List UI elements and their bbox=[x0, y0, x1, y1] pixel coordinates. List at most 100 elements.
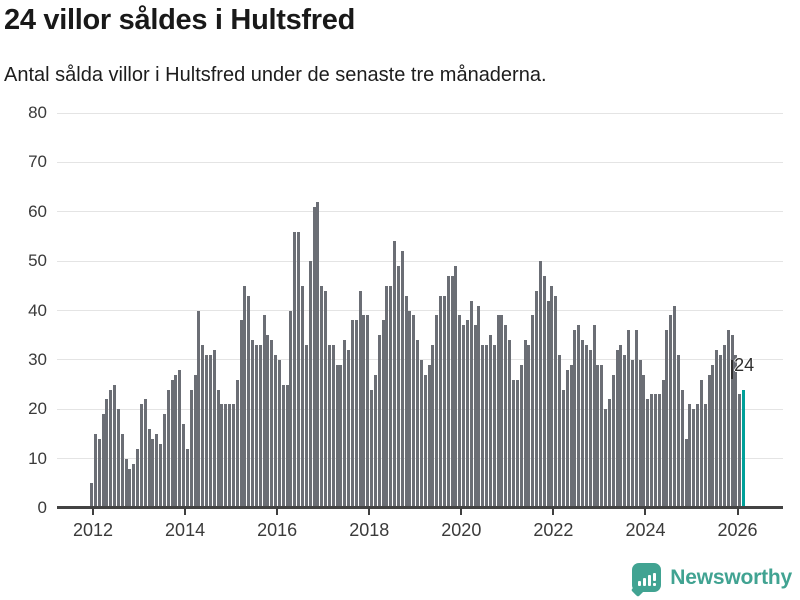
bar bbox=[419, 359, 423, 508]
bar bbox=[262, 315, 266, 508]
y-axis-label: 20 bbox=[28, 399, 47, 419]
bar bbox=[561, 389, 565, 508]
bar bbox=[473, 325, 477, 508]
bar bbox=[508, 340, 512, 508]
x-axis-tick bbox=[368, 508, 371, 515]
bar bbox=[281, 384, 285, 508]
bar bbox=[554, 295, 558, 508]
bar bbox=[596, 364, 600, 508]
bar bbox=[504, 325, 508, 508]
bar bbox=[477, 305, 481, 508]
bar bbox=[101, 414, 105, 508]
highlighted-bar bbox=[742, 389, 746, 508]
bar bbox=[162, 414, 166, 508]
bar bbox=[734, 354, 738, 508]
bar bbox=[381, 320, 385, 508]
bar bbox=[343, 340, 347, 508]
bar bbox=[538, 261, 542, 508]
bar bbox=[216, 389, 220, 508]
bar bbox=[657, 394, 661, 508]
x-axis-tick bbox=[736, 508, 739, 515]
bar bbox=[715, 350, 719, 508]
bar bbox=[335, 364, 339, 508]
bar bbox=[450, 275, 454, 508]
bar bbox=[239, 320, 243, 508]
bar bbox=[228, 404, 232, 508]
y-axis-label: 10 bbox=[28, 448, 47, 468]
bar bbox=[630, 359, 634, 508]
bar bbox=[665, 330, 669, 508]
bar bbox=[231, 404, 235, 508]
mini-bar-chart-glyph bbox=[632, 573, 661, 586]
bar bbox=[446, 275, 450, 508]
bar bbox=[120, 433, 124, 508]
y-axis-label: 0 bbox=[37, 498, 47, 517]
bar bbox=[442, 295, 446, 508]
y-axis-label: 60 bbox=[28, 201, 47, 221]
bar bbox=[454, 266, 458, 508]
bar bbox=[377, 335, 381, 508]
bar bbox=[588, 350, 592, 508]
bar bbox=[109, 389, 113, 508]
bar bbox=[427, 364, 431, 508]
bar bbox=[416, 340, 420, 508]
bar bbox=[235, 379, 239, 508]
bar bbox=[324, 290, 327, 508]
x-axis-tick bbox=[276, 508, 279, 515]
bar bbox=[124, 458, 128, 508]
bar bbox=[189, 389, 193, 508]
bar bbox=[661, 379, 665, 508]
bar bbox=[558, 354, 562, 508]
bar bbox=[458, 315, 462, 508]
bar bbox=[703, 404, 707, 508]
bar bbox=[151, 438, 155, 508]
bar bbox=[692, 409, 696, 508]
bar bbox=[707, 374, 711, 508]
bar bbox=[347, 350, 351, 508]
bar bbox=[488, 335, 492, 508]
bar bbox=[577, 325, 581, 508]
bar bbox=[274, 354, 278, 508]
bar bbox=[97, 438, 101, 508]
bar bbox=[393, 241, 397, 508]
bar bbox=[197, 310, 201, 508]
bar bbox=[462, 325, 466, 508]
bar bbox=[584, 345, 588, 508]
bar bbox=[642, 374, 646, 508]
bar bbox=[408, 310, 412, 508]
bar bbox=[339, 364, 343, 508]
bar bbox=[604, 409, 608, 508]
bar bbox=[527, 345, 531, 508]
bar bbox=[680, 389, 684, 508]
bar bbox=[300, 285, 304, 508]
bar bbox=[542, 275, 546, 508]
bar bbox=[327, 345, 331, 508]
value-label: 24 bbox=[734, 354, 755, 375]
x-axis-label: 2020 bbox=[441, 520, 482, 540]
x-axis-label: 2024 bbox=[625, 520, 666, 540]
bar bbox=[650, 394, 654, 508]
gridline bbox=[57, 112, 783, 114]
bar bbox=[611, 374, 615, 508]
bar bbox=[205, 354, 209, 508]
bar bbox=[673, 305, 677, 508]
bar bbox=[136, 448, 140, 508]
bar bbox=[132, 463, 136, 508]
bar bbox=[730, 335, 734, 508]
gridline bbox=[57, 211, 783, 213]
bar bbox=[289, 310, 293, 508]
bar bbox=[297, 231, 301, 508]
chart-title: 24 villor såldes i Hultsfred bbox=[4, 4, 356, 36]
bar bbox=[254, 345, 258, 508]
bar bbox=[726, 330, 730, 508]
bar bbox=[623, 354, 627, 508]
bar bbox=[711, 364, 715, 508]
x-axis-tick bbox=[552, 508, 555, 515]
x-axis-line bbox=[57, 506, 783, 509]
bar bbox=[285, 384, 289, 508]
bar bbox=[592, 325, 596, 508]
bar bbox=[170, 379, 174, 508]
bar bbox=[147, 429, 151, 508]
bar bbox=[308, 261, 312, 508]
